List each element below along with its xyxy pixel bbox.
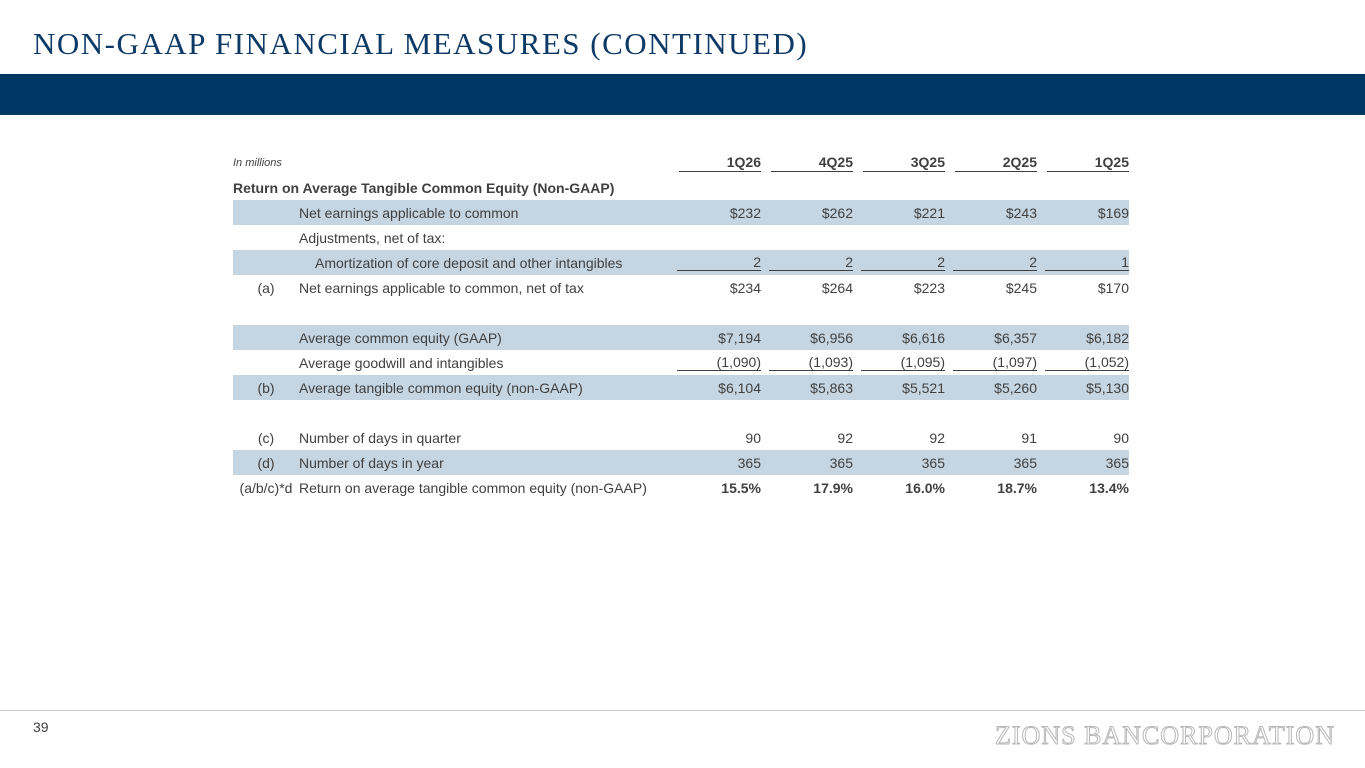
column-header: 4Q25	[761, 150, 853, 175]
table-row: (a/b/c)*d Return on average tangible com…	[233, 475, 1129, 500]
cell-value: 92	[837, 429, 853, 446]
cell-value: $169	[1037, 200, 1129, 225]
cell-value: $7,194	[669, 325, 761, 350]
row-label: Average tangible common equity (non-GAAP…	[299, 375, 669, 400]
table-header-row: In millions 1Q26 4Q25 3Q25 2Q25 1Q25	[233, 150, 1129, 175]
row-label: Adjustments, net of tax:	[299, 229, 446, 246]
cell-value: $262	[761, 200, 853, 225]
row-label: Number of days in year	[299, 450, 669, 475]
cell-value: $223	[913, 279, 945, 296]
cell-value: 365	[761, 450, 853, 475]
cell-value: 16.0%	[905, 479, 945, 496]
cell-value: $245	[1005, 279, 1037, 296]
table-row: (d) Number of days in year 365 365 365 3…	[233, 450, 1129, 475]
cell-value: 2	[853, 250, 945, 275]
column-header: 1Q26	[669, 150, 761, 175]
row-ref: (a)	[257, 279, 275, 296]
cell-value: 17.9%	[813, 479, 853, 496]
slide-title: NON-GAAP FINANCIAL MEASURES (CONTINUED)	[33, 26, 809, 61]
section-title-row: Return on Average Tangible Common Equity…	[233, 175, 1129, 200]
cell-value	[669, 225, 761, 250]
cell-value: 18.7%	[997, 479, 1037, 496]
cell-value: $243	[945, 200, 1037, 225]
cell-value: $6,616	[853, 325, 945, 350]
spacer-row	[233, 400, 1129, 425]
cell-value: $234	[729, 279, 761, 296]
section-title: Return on Average Tangible Common Equity…	[233, 179, 615, 196]
row-ref: (d)	[233, 450, 299, 475]
row-label: Return on average tangible common equity…	[299, 479, 647, 496]
cell-value: $6,956	[761, 325, 853, 350]
row-ref: (c)	[257, 429, 275, 446]
cell-value: 13.4%	[1089, 479, 1129, 496]
cell-value: $5,130	[1037, 375, 1129, 400]
cell-value: 365	[853, 450, 945, 475]
cell-value: $6,182	[1037, 325, 1129, 350]
cell-value: 92	[929, 429, 945, 446]
column-header: 1Q25	[1037, 150, 1129, 175]
cell-value: 90	[745, 429, 761, 446]
table-row: (b) Average tangible common equity (non-…	[233, 375, 1129, 400]
cell-value	[761, 225, 853, 250]
cell-value	[1037, 225, 1129, 250]
cell-value: (1,093)	[761, 350, 853, 375]
table-row: Adjustments, net of tax:	[233, 225, 1129, 250]
cell-value: $5,863	[761, 375, 853, 400]
cell-value: (1,052)	[1037, 350, 1129, 375]
cell-value: 365	[669, 450, 761, 475]
cell-value: 91	[1021, 429, 1037, 446]
row-label: Average common equity (GAAP)	[299, 325, 669, 350]
financial-table: In millions 1Q26 4Q25 3Q25 2Q25 1Q25 Ret…	[233, 150, 1129, 500]
cell-value: $6,357	[945, 325, 1037, 350]
table-row: Net earnings applicable to common $232 $…	[233, 200, 1129, 225]
cell-value	[945, 225, 1037, 250]
row-label: Number of days in quarter	[299, 429, 461, 446]
row-ref	[233, 250, 299, 275]
row-ref: (b)	[233, 375, 299, 400]
header-band	[0, 74, 1365, 115]
cell-value: $221	[853, 200, 945, 225]
cell-value: $264	[821, 279, 853, 296]
table-row: (a) Net earnings applicable to common, n…	[233, 275, 1129, 300]
row-ref	[233, 325, 299, 350]
row-label: Net earnings applicable to common, net o…	[299, 279, 584, 296]
table-row: Amortization of core deposit and other i…	[233, 250, 1129, 275]
company-logo: ZIONS BANCORPORATION	[995, 721, 1335, 751]
cell-value: (1,090)	[669, 350, 761, 375]
row-ref	[233, 225, 299, 250]
column-header: 3Q25	[853, 150, 945, 175]
cell-value: 2	[761, 250, 853, 275]
cell-value: $6,104	[669, 375, 761, 400]
row-ref: (a/b/c)*d	[239, 479, 293, 496]
cell-value: 15.5%	[721, 479, 761, 496]
row-label: Amortization of core deposit and other i…	[299, 250, 669, 275]
cell-value: 2	[669, 250, 761, 275]
row-label: Average goodwill and intangibles	[299, 354, 504, 371]
footer-divider	[0, 710, 1365, 711]
table-row: Average goodwill and intangibles (1,090)…	[233, 350, 1129, 375]
row-ref	[233, 350, 299, 375]
cell-value: (1,095)	[853, 350, 945, 375]
cell-value: $170	[1097, 279, 1129, 296]
cell-value: $5,260	[945, 375, 1037, 400]
cell-value: 365	[945, 450, 1037, 475]
cell-value: 1	[1037, 250, 1129, 275]
units-label: In millions	[233, 156, 282, 169]
row-ref	[233, 200, 299, 225]
column-header: 2Q25	[945, 150, 1037, 175]
table-row: Average common equity (GAAP) $7,194 $6,9…	[233, 325, 1129, 350]
table-row: (c) Number of days in quarter 90 92 92 9…	[233, 425, 1129, 450]
cell-value: (1,097)	[945, 350, 1037, 375]
row-label: Net earnings applicable to common	[299, 200, 669, 225]
spacer-row	[233, 300, 1129, 325]
cell-value: 365	[1037, 450, 1129, 475]
cell-value: 2	[945, 250, 1037, 275]
cell-value: 90	[1113, 429, 1129, 446]
cell-value	[853, 225, 945, 250]
cell-value: $5,521	[853, 375, 945, 400]
page-number: 39	[33, 719, 49, 735]
cell-value: $232	[669, 200, 761, 225]
